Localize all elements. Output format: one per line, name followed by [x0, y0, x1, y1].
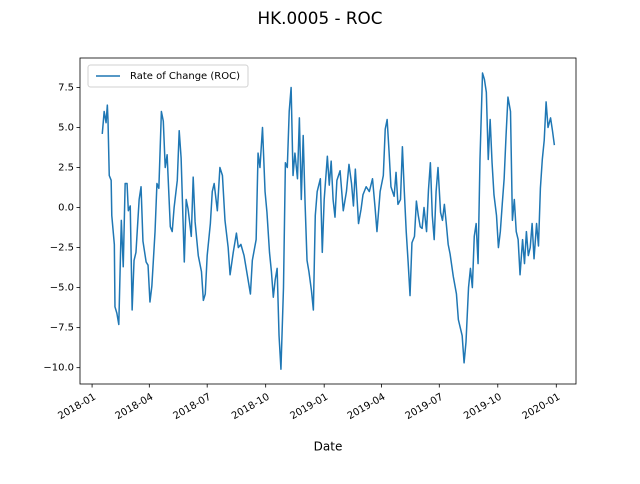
x-tick-label: 2019-04: [346, 392, 388, 422]
x-tick-label: 2018-01: [56, 392, 98, 422]
y-tick-label: −5.0: [50, 283, 74, 294]
plot-frame: [79, 57, 577, 385]
y-tick-label: 0.0: [58, 203, 74, 214]
x-axis-label: Date: [314, 440, 343, 454]
x-tick-label: 2019-07: [404, 392, 446, 422]
y-tick-label: −10.0: [43, 363, 74, 374]
x-tick-label: 2019-10: [462, 392, 504, 422]
y-tick-label: −7.5: [50, 323, 74, 334]
x-tick-label: 2018-07: [171, 392, 213, 422]
y-tick-label: 2.5: [58, 163, 74, 174]
y-tick-label: 7.5: [58, 82, 74, 93]
x-tick-label: 2019-01: [288, 392, 330, 422]
x-tick-label: 2018-10: [230, 392, 272, 422]
chart-title: HK.0005 - ROC: [258, 8, 383, 28]
x-tick-label: 2020-01: [521, 392, 563, 422]
line-series: [101, 72, 556, 371]
x-tick-label: 2018-04: [114, 392, 156, 422]
y-tick-label: −2.5: [50, 243, 74, 254]
y-tick-label: 5.0: [58, 122, 74, 133]
legend-box: [87, 64, 249, 88]
legend-label: Rate of Change (ROC): [130, 71, 240, 82]
